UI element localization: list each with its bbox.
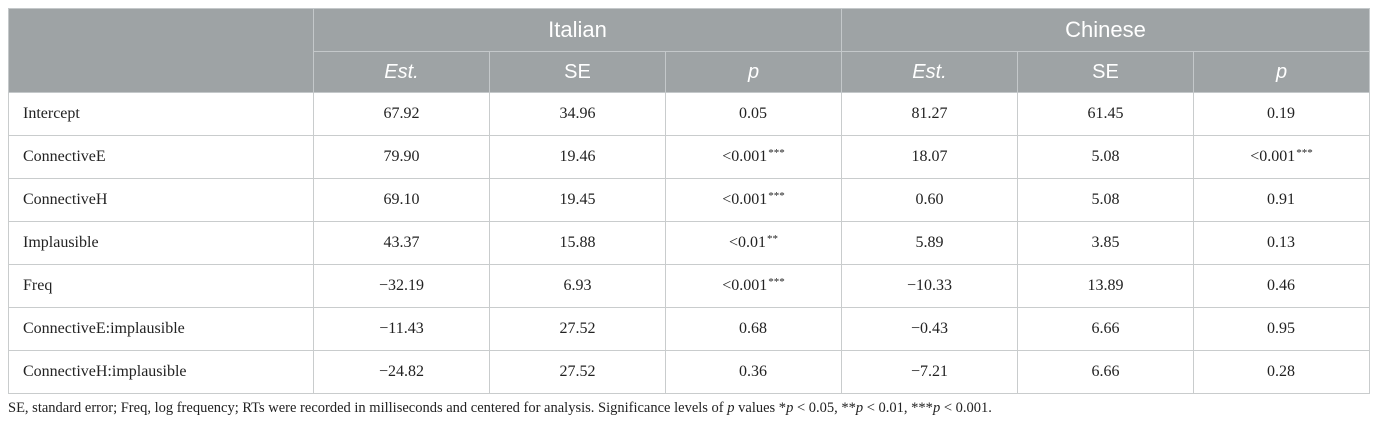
cell-chinese-se: 13.89 bbox=[1017, 264, 1194, 308]
results-table: Italian Chinese Est. SE p Est. SE p Inte… bbox=[8, 8, 1371, 394]
col-header-italian-est: Est. bbox=[313, 51, 490, 93]
p-value: 0.91 bbox=[1267, 191, 1295, 208]
cell-italian-p: 0.36 bbox=[665, 350, 842, 394]
p-value: 0.05 bbox=[739, 105, 767, 122]
cell-italian-p: <0.001*** bbox=[665, 178, 842, 222]
significance-marker: *** bbox=[768, 276, 785, 288]
cell-italian-se: 15.88 bbox=[489, 221, 666, 265]
cell-chinese-se: 6.66 bbox=[1017, 307, 1194, 351]
cell-italian-p: 0.68 bbox=[665, 307, 842, 351]
significance-marker: ** bbox=[767, 233, 779, 245]
column-header-row: Est. SE p Est. SE p bbox=[9, 51, 1371, 93]
table-row: Implausible 43.37 15.88 <0.01** 5.89 3.8… bbox=[8, 221, 1371, 265]
p-value: 0.95 bbox=[1267, 320, 1295, 337]
cell-chinese-se: 5.08 bbox=[1017, 135, 1194, 179]
row-label: ConnectiveH bbox=[8, 178, 314, 222]
table-row: ConnectiveE 79.90 19.46 <0.001*** 18.07 … bbox=[8, 135, 1371, 179]
cell-chinese-se: 3.85 bbox=[1017, 221, 1194, 265]
cell-italian-est: 43.37 bbox=[313, 221, 490, 265]
cell-chinese-est: 0.60 bbox=[841, 178, 1018, 222]
footnote-p-symbol: p bbox=[855, 400, 864, 416]
p-value: 0.13 bbox=[1267, 234, 1295, 251]
cell-chinese-est: 18.07 bbox=[841, 135, 1018, 179]
p-value: <0.001 bbox=[722, 191, 768, 208]
significance-marker: *** bbox=[1296, 147, 1313, 159]
cell-italian-est: 67.92 bbox=[313, 92, 490, 136]
cell-italian-est: 69.10 bbox=[313, 178, 490, 222]
cell-italian-p: 0.05 bbox=[665, 92, 842, 136]
cell-chinese-p: <0.001*** bbox=[1192, 135, 1371, 179]
cell-italian-se: 27.52 bbox=[489, 307, 666, 351]
cell-chinese-se: 5.08 bbox=[1017, 178, 1194, 222]
row-label: ConnectiveH:implausible bbox=[8, 350, 314, 394]
footnote-p-symbol: p bbox=[932, 400, 941, 416]
footnote-p-symbol: p bbox=[727, 400, 735, 416]
p-value: <0.01 bbox=[728, 234, 767, 251]
cell-italian-est: 79.90 bbox=[313, 135, 490, 179]
cell-italian-p: <0.001*** bbox=[665, 135, 842, 179]
footnote-p-symbol: p bbox=[786, 400, 794, 416]
footnote-text: < 0.001. bbox=[940, 400, 992, 416]
row-label: Implausible bbox=[8, 221, 314, 265]
cell-chinese-p: 0.95 bbox=[1192, 307, 1371, 351]
cell-chinese-p: 0.91 bbox=[1192, 178, 1371, 222]
cell-chinese-est: −10.33 bbox=[841, 264, 1018, 308]
group-header-italian: Italian bbox=[313, 8, 842, 52]
row-label: Freq bbox=[8, 264, 314, 308]
table-row: ConnectiveH:implausible −24.82 27.52 0.3… bbox=[8, 350, 1371, 394]
cell-italian-est: −32.19 bbox=[313, 264, 490, 308]
p-value: 0.36 bbox=[739, 363, 767, 380]
p-value: <0.001 bbox=[1250, 148, 1296, 165]
cell-italian-est: −24.82 bbox=[313, 350, 490, 394]
cell-italian-se: 34.96 bbox=[489, 92, 666, 136]
p-value: 0.19 bbox=[1267, 105, 1295, 122]
footnote-text: values * bbox=[734, 400, 787, 416]
cell-chinese-p: 0.28 bbox=[1192, 350, 1371, 394]
cell-chinese-p: 0.13 bbox=[1192, 221, 1371, 265]
table-footnote: SE, standard error; Freq, log frequency;… bbox=[8, 400, 992, 417]
table-row: Freq −32.19 6.93 <0.001*** −10.33 13.89 … bbox=[8, 264, 1371, 308]
table-row: ConnectiveE:implausible −11.43 27.52 0.6… bbox=[8, 307, 1371, 351]
cell-italian-se: 19.46 bbox=[489, 135, 666, 179]
p-value: <0.001 bbox=[722, 148, 768, 165]
footnote-text: < 0.05, ** bbox=[793, 400, 856, 416]
cell-italian-se: 27.52 bbox=[489, 350, 666, 394]
cell-italian-p: <0.01** bbox=[665, 221, 842, 265]
col-header-chinese-est: Est. bbox=[841, 51, 1018, 93]
significance-marker: *** bbox=[768, 190, 785, 202]
empty-corner-cell bbox=[8, 8, 314, 93]
significance-marker: *** bbox=[768, 147, 785, 159]
p-value: 0.28 bbox=[1267, 363, 1295, 380]
cell-chinese-est: −7.21 bbox=[841, 350, 1018, 394]
cell-italian-se: 19.45 bbox=[489, 178, 666, 222]
table-row: Intercept 67.92 34.96 0.05 81.27 61.45 0… bbox=[8, 92, 1371, 136]
row-label: ConnectiveE:implausible bbox=[8, 307, 314, 351]
col-header-italian-se: SE bbox=[489, 51, 666, 93]
group-header-chinese: Chinese bbox=[840, 8, 1371, 52]
footnote-text: SE, standard error; Freq, log frequency;… bbox=[8, 400, 728, 416]
cell-chinese-est: 81.27 bbox=[841, 92, 1018, 136]
col-header-chinese-p: p bbox=[1192, 51, 1371, 93]
results-table-container: Italian Chinese Est. SE p Est. SE p Inte… bbox=[8, 8, 1371, 394]
cell-italian-se: 6.93 bbox=[489, 264, 666, 308]
cell-chinese-se: 61.45 bbox=[1017, 92, 1194, 136]
cell-chinese-est: −0.43 bbox=[841, 307, 1018, 351]
table-row: ConnectiveH 69.10 19.45 <0.001*** 0.60 5… bbox=[8, 178, 1371, 222]
footnote-text: < 0.01, *** bbox=[863, 400, 933, 416]
cell-italian-est: −11.43 bbox=[313, 307, 490, 351]
col-header-chinese-se: SE bbox=[1017, 51, 1194, 93]
p-value: <0.001 bbox=[722, 277, 768, 294]
p-value: 0.68 bbox=[739, 320, 767, 337]
row-label: Intercept bbox=[8, 92, 314, 136]
cell-italian-p: <0.001*** bbox=[665, 264, 842, 308]
cell-chinese-p: 0.19 bbox=[1192, 92, 1371, 136]
p-value: 0.46 bbox=[1267, 277, 1295, 294]
cell-chinese-p: 0.46 bbox=[1192, 264, 1371, 308]
cell-chinese-se: 6.66 bbox=[1017, 350, 1194, 394]
col-header-italian-p: p bbox=[665, 51, 842, 93]
group-header-row: Italian Chinese bbox=[8, 8, 1371, 93]
row-label: ConnectiveE bbox=[8, 135, 314, 179]
cell-chinese-est: 5.89 bbox=[841, 221, 1018, 265]
